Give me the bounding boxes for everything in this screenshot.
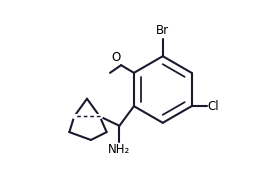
Text: O: O	[111, 51, 120, 64]
Text: Br: Br	[156, 24, 169, 37]
Text: NH₂: NH₂	[108, 143, 131, 156]
Text: Cl: Cl	[208, 100, 219, 113]
